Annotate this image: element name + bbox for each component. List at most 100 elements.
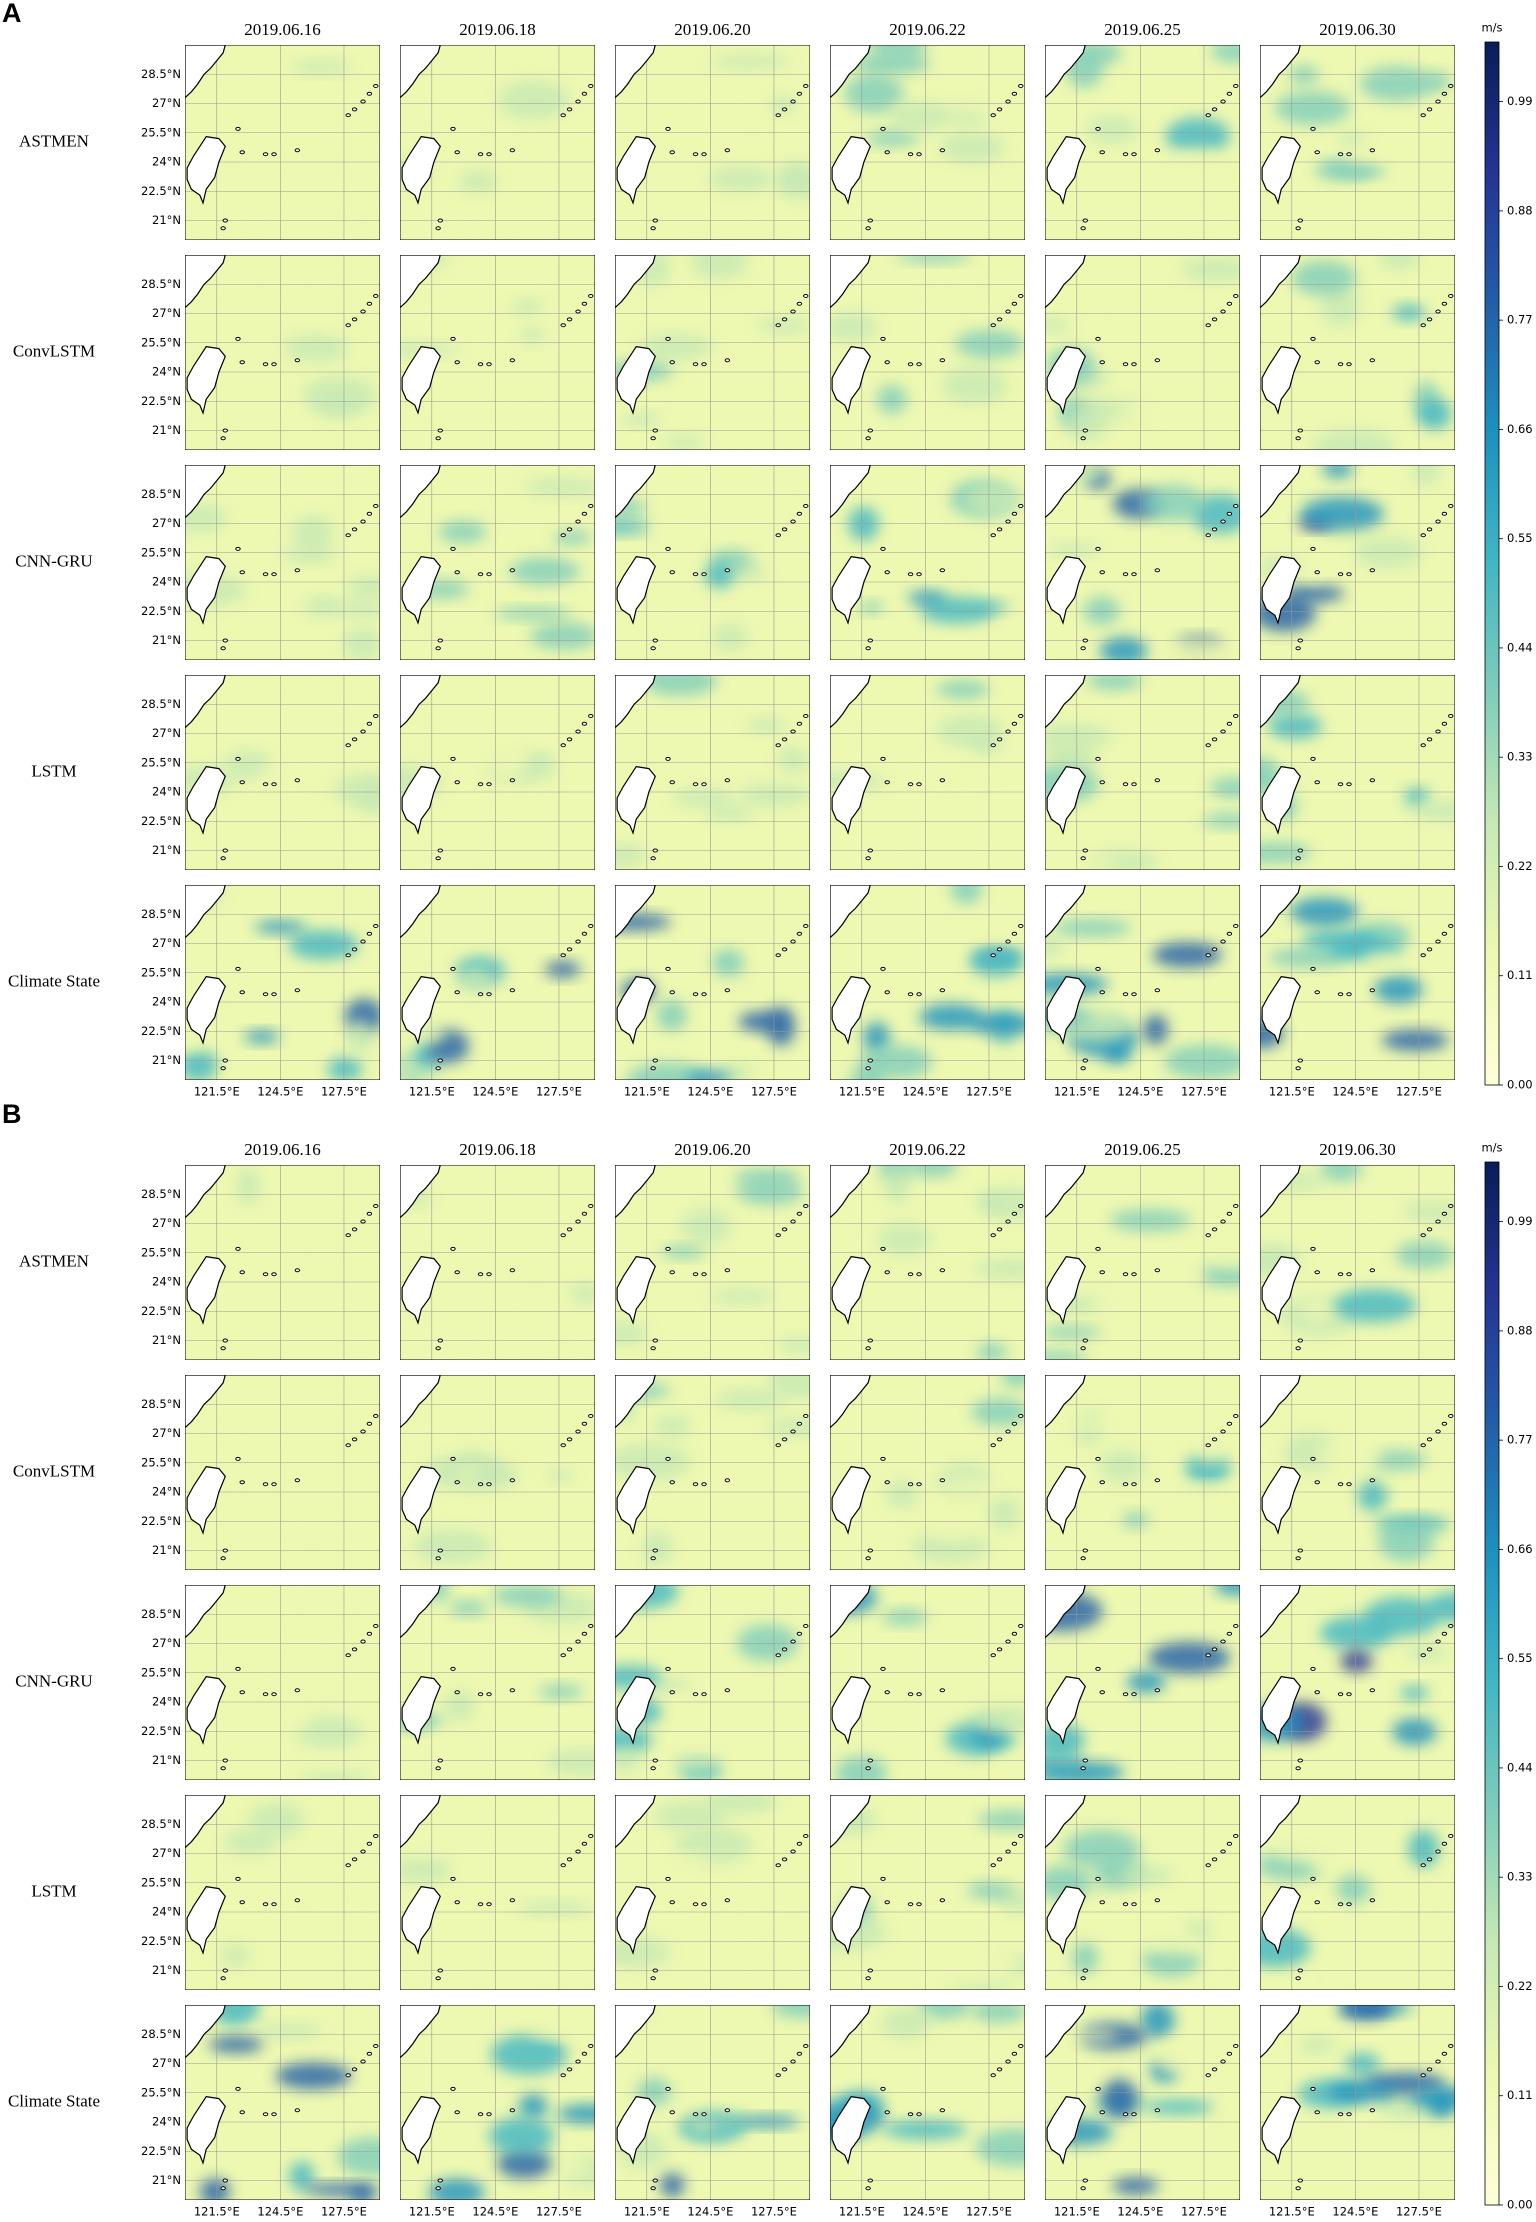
island xyxy=(1246,1167,1250,1170)
field-blob xyxy=(197,1548,274,1561)
field-blob xyxy=(704,561,735,589)
island xyxy=(650,1976,656,1981)
island xyxy=(650,646,656,651)
taiwan xyxy=(1261,1255,1301,1325)
island xyxy=(809,1196,810,1200)
island xyxy=(239,150,245,155)
island xyxy=(1346,1272,1352,1277)
field-blob xyxy=(532,158,595,171)
map xyxy=(1260,2005,1455,2200)
field-blob xyxy=(843,725,905,765)
mainland-coast xyxy=(1045,885,1086,939)
island xyxy=(373,1203,379,1208)
field-blob xyxy=(1289,65,1319,85)
island xyxy=(1211,107,1218,112)
island xyxy=(781,527,788,532)
lon-tick-label: 121.5°E xyxy=(409,1085,455,1099)
lat-tick-label: 28.5°N xyxy=(141,67,181,81)
island xyxy=(588,713,594,718)
island xyxy=(650,1346,656,1351)
map xyxy=(1260,1165,1455,1360)
island xyxy=(1426,947,1433,952)
island xyxy=(435,226,441,231)
field-blob xyxy=(1362,852,1403,870)
map xyxy=(615,885,820,1080)
island xyxy=(884,990,890,995)
taiwan xyxy=(616,765,656,835)
field-blob xyxy=(545,1749,595,1776)
island xyxy=(220,226,226,231)
island xyxy=(781,737,788,742)
field-blob xyxy=(1142,1014,1169,1045)
island xyxy=(865,436,871,441)
island xyxy=(1454,1406,1455,1410)
island xyxy=(1441,2051,1448,2056)
mainland-coast xyxy=(185,1795,226,1849)
lat-tick-label: 21°N xyxy=(152,2173,181,2187)
island xyxy=(916,2112,922,2117)
map xyxy=(1260,675,1455,870)
island xyxy=(1154,1688,1161,1693)
island xyxy=(803,713,809,718)
island xyxy=(594,1196,595,1200)
field-blob xyxy=(736,1179,804,1205)
field-blob xyxy=(303,1756,362,1769)
island xyxy=(884,360,890,365)
field-blob xyxy=(496,1273,574,1308)
island xyxy=(1297,218,1303,223)
island xyxy=(366,511,373,516)
island xyxy=(360,1849,366,1854)
island xyxy=(601,2007,605,2010)
island xyxy=(880,1456,886,1461)
island xyxy=(1205,2073,1211,2078)
taiwan xyxy=(1261,1675,1301,1745)
island xyxy=(1131,1692,1137,1697)
island xyxy=(665,546,671,551)
island xyxy=(996,1647,1003,1652)
island xyxy=(816,47,820,50)
island xyxy=(1018,713,1024,718)
island xyxy=(1297,1968,1303,1973)
island xyxy=(239,1690,245,1695)
field-blob xyxy=(1210,45,1240,63)
field-blob xyxy=(428,2178,485,2200)
island xyxy=(1099,990,1105,995)
island xyxy=(1099,150,1105,155)
lon-tick-label: 124.5°E xyxy=(902,2205,948,2219)
field-blob xyxy=(1412,465,1440,487)
taiwan xyxy=(186,765,226,835)
island xyxy=(239,1480,245,1485)
island xyxy=(581,1841,588,1846)
field-blob xyxy=(354,1317,380,1353)
island xyxy=(601,1587,605,1590)
island xyxy=(1131,152,1137,157)
island xyxy=(220,1556,226,1561)
island xyxy=(1246,467,1250,470)
island xyxy=(692,1482,699,1487)
island xyxy=(351,1227,358,1232)
island xyxy=(669,1270,675,1275)
mainland-coast xyxy=(400,1165,441,1219)
field-blob xyxy=(1148,1254,1206,1291)
island xyxy=(650,1766,656,1771)
island xyxy=(1310,336,1316,341)
island xyxy=(816,887,820,890)
map xyxy=(615,1585,810,1780)
island xyxy=(939,778,946,783)
colorbar-tick-label: 0.44 xyxy=(1507,1760,1533,1774)
island xyxy=(566,947,573,952)
island xyxy=(1310,1876,1316,1881)
island xyxy=(1005,1219,1011,1224)
island xyxy=(366,1841,373,1846)
map xyxy=(1260,45,1455,240)
island xyxy=(575,1219,581,1224)
field-blob xyxy=(861,1045,933,1079)
island xyxy=(601,1167,605,1170)
island xyxy=(816,1797,820,1800)
island xyxy=(865,856,871,861)
island xyxy=(1314,1900,1320,1905)
lat-tick-label: 27°N xyxy=(152,726,181,740)
island xyxy=(575,309,581,314)
island xyxy=(669,360,675,365)
field-blob xyxy=(1274,91,1351,125)
